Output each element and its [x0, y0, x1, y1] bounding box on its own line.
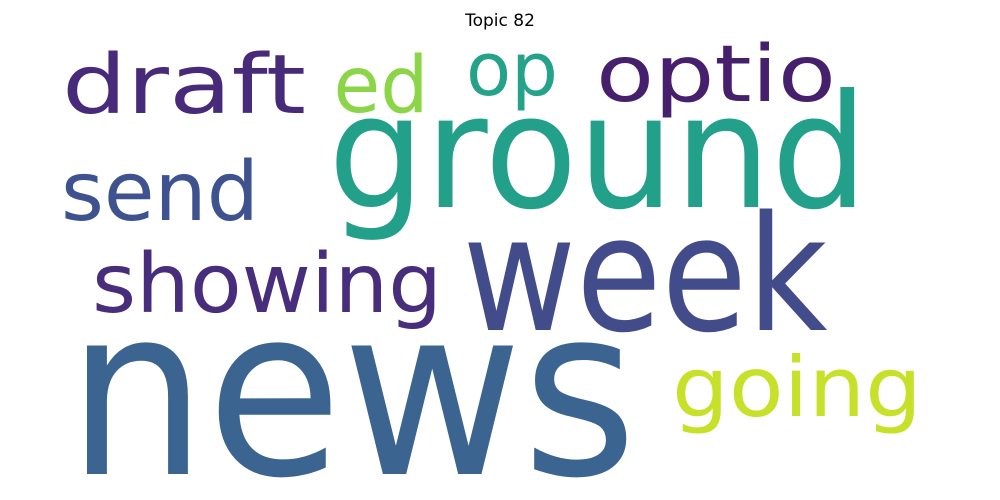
- word-draft: draft: [62, 38, 306, 133]
- word-op: op: [466, 27, 558, 113]
- word-week: week: [463, 181, 828, 368]
- chart-title: Topic 82: [465, 11, 535, 31]
- word-ground: ground: [328, 61, 868, 245]
- word-send: send: [61, 145, 259, 240]
- word-ed: ed: [334, 41, 429, 131]
- word-optio: optio: [596, 30, 836, 120]
- word-showing: showing: [92, 237, 442, 332]
- word-news: news: [67, 257, 637, 500]
- word-going: going: [672, 339, 922, 436]
